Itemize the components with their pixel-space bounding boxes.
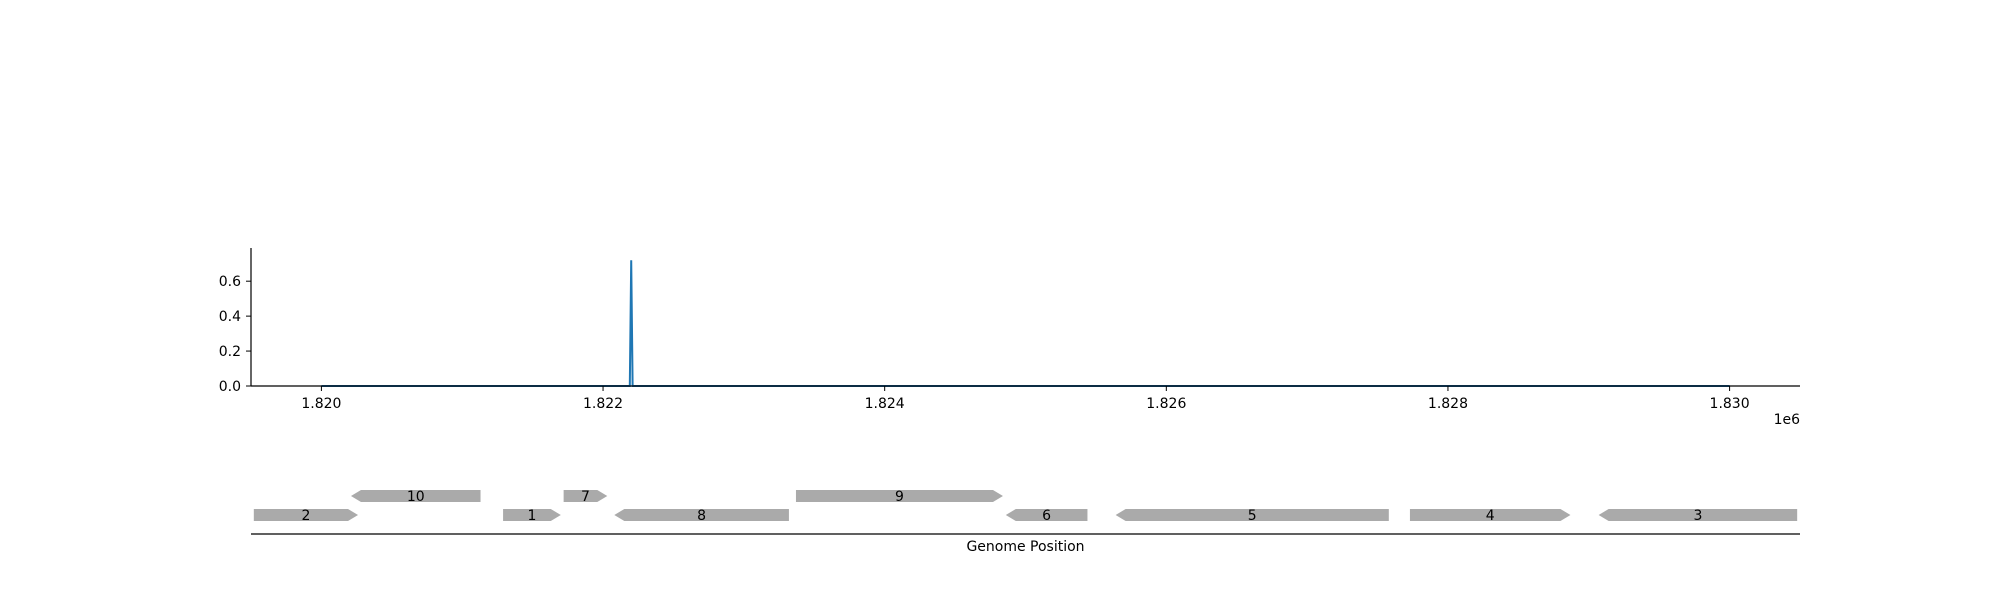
gene-arrow (1005, 509, 1088, 521)
y-tick-label: 0.2 (219, 344, 241, 360)
gene-label: 9 (895, 489, 904, 505)
x-tick-label: 1.828 (1428, 396, 1468, 412)
gene-arrow (1409, 509, 1571, 521)
gene-label: 5 (1248, 508, 1257, 524)
gene-label: 1 (527, 508, 536, 524)
gene-arrow (563, 490, 608, 502)
series-line (321, 260, 1730, 387)
x-tick-label: 1.830 (1710, 396, 1750, 412)
gene-arrow (614, 509, 789, 521)
x-axis-offset-label: 1e6 (1774, 412, 1801, 428)
y-tick-label: 0.4 (219, 309, 241, 325)
y-tick-label: 0.0 (219, 379, 241, 395)
y-axis-ticks: 0.0 0.2 0.4 0.6 (219, 274, 251, 395)
gene-arrow (1115, 509, 1389, 521)
gene-track: 2 10 1 7 8 9 6 5 4 3 Genome Position (251, 489, 1800, 555)
series-group (321, 260, 1730, 387)
gene-label: 4 (1486, 508, 1495, 524)
gene-label: 8 (697, 508, 706, 524)
x-tick-label: 1.826 (1146, 396, 1186, 412)
gene-arrow (253, 509, 359, 521)
genes-group: 2 10 1 7 8 9 6 5 4 3 (253, 489, 1798, 524)
gene-arrow (503, 509, 561, 521)
gene-arrow (1598, 509, 1798, 521)
gene-label: 3 (1693, 508, 1702, 524)
gene-label: 2 (301, 508, 310, 524)
gene-label: 6 (1042, 508, 1051, 524)
x-axis-ticks: 1.820 1.822 1.824 1.826 1.828 1.830 (301, 386, 1750, 412)
gene-arrow (795, 490, 1003, 502)
y-tick-label: 0.6 (219, 274, 241, 290)
x-tick-label: 1.824 (865, 396, 905, 412)
x-tick-label: 1.820 (301, 396, 341, 412)
gene-label: 10 (407, 489, 425, 505)
gene-label: 7 (581, 489, 590, 505)
x-tick-label: 1.822 (583, 396, 623, 412)
gene-arrow (350, 490, 481, 502)
signal-line-chart: 0.00.20.40.6 1.820 1.822 1.824 1.826 1.828 1.… (219, 248, 1800, 428)
x-axis-title: Genome Position (966, 539, 1084, 555)
